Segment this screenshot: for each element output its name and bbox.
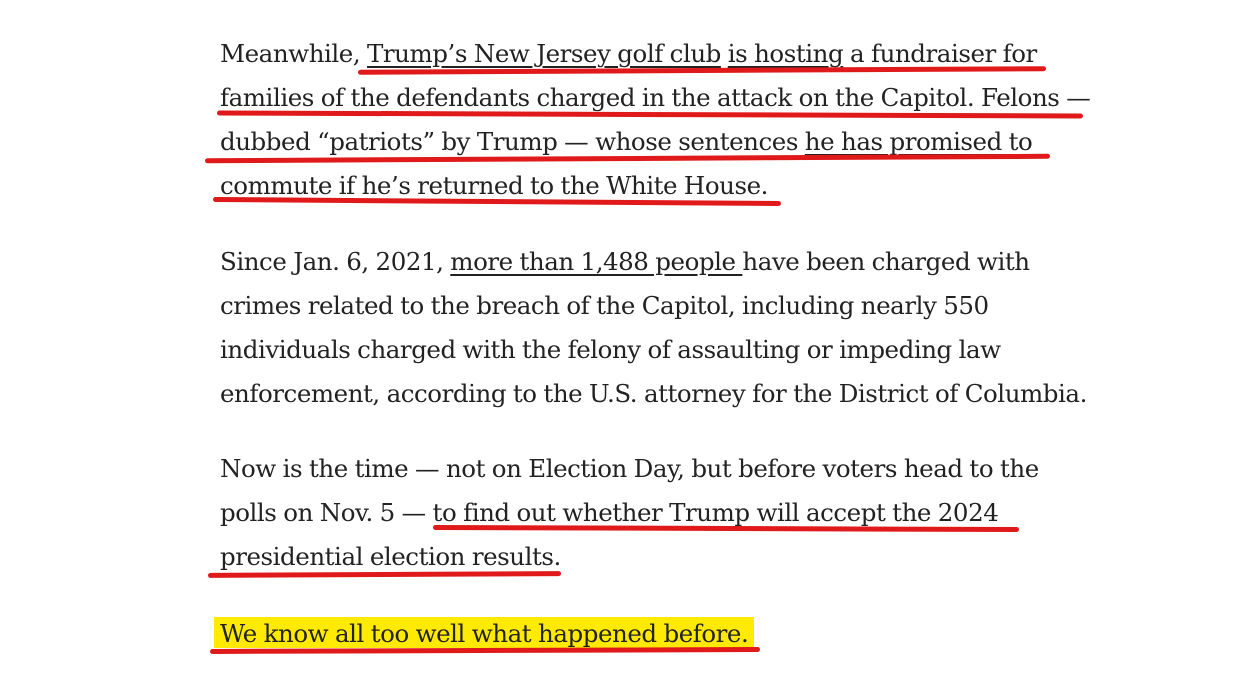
text-line: Since Jan. 6, 2021, more than 1,488 peop…	[220, 240, 1087, 284]
text-line: individuals charged with the felony of a…	[220, 335, 1001, 364]
paragraph-election: Now is the time — not on Election Day, b…	[220, 447, 1039, 579]
paragraph-charges: Since Jan. 6, 2021, more than 1,488 peop…	[220, 240, 1087, 416]
text-line: enforcement, according to the U.S. attor…	[220, 379, 1087, 408]
text-fragment: Since Jan. 6, 2021,	[220, 247, 451, 276]
people-charged-link[interactable]: more than 1,488 people	[450, 247, 743, 276]
text-line: families of the defendants charged in th…	[220, 83, 1091, 112]
commute-link[interactable]: commute	[220, 171, 332, 200]
highlighted-sentence: We know all too well what happened befor…	[214, 617, 755, 648]
text-fragment: if he’s returned to the White House.	[331, 171, 769, 200]
text-line: crimes related to the breach of the Capi…	[220, 291, 989, 320]
paragraph-closing: We know all too well what happened befor…	[214, 612, 755, 656]
paragraph-fundraiser: Meanwhile, Trump’s New Jersey golf club …	[220, 32, 1091, 208]
text-fragment: a fundraiser for	[843, 39, 1037, 68]
is-hosting-link[interactable]: is hosting	[727, 39, 844, 68]
text-fragment	[721, 39, 728, 68]
text-fragment: Meanwhile,	[220, 39, 368, 68]
text-line: commute if he’s returned to the White Ho…	[220, 164, 1090, 208]
text-fragment: dubbed “patriots” by Trump — whose sente…	[220, 127, 805, 156]
text-line: Now is the time — not on Election Day, b…	[220, 454, 1039, 483]
text-line: We know all too well what happened befor…	[214, 612, 755, 656]
text-line: Meanwhile, Trump’s New Jersey golf club …	[220, 32, 1090, 76]
text-line: dubbed “patriots” by Trump — whose sente…	[220, 120, 1090, 164]
text-line: presidential election results.	[220, 542, 561, 571]
promised-to-commute-link[interactable]: he has promised to	[804, 127, 1033, 156]
text-line: polls on Nov. 5 — to find out whether Tr…	[220, 498, 999, 527]
text-fragment: have been charged with	[742, 247, 1030, 276]
golf-club-link[interactable]: Trump’s New Jersey golf club	[367, 39, 721, 68]
